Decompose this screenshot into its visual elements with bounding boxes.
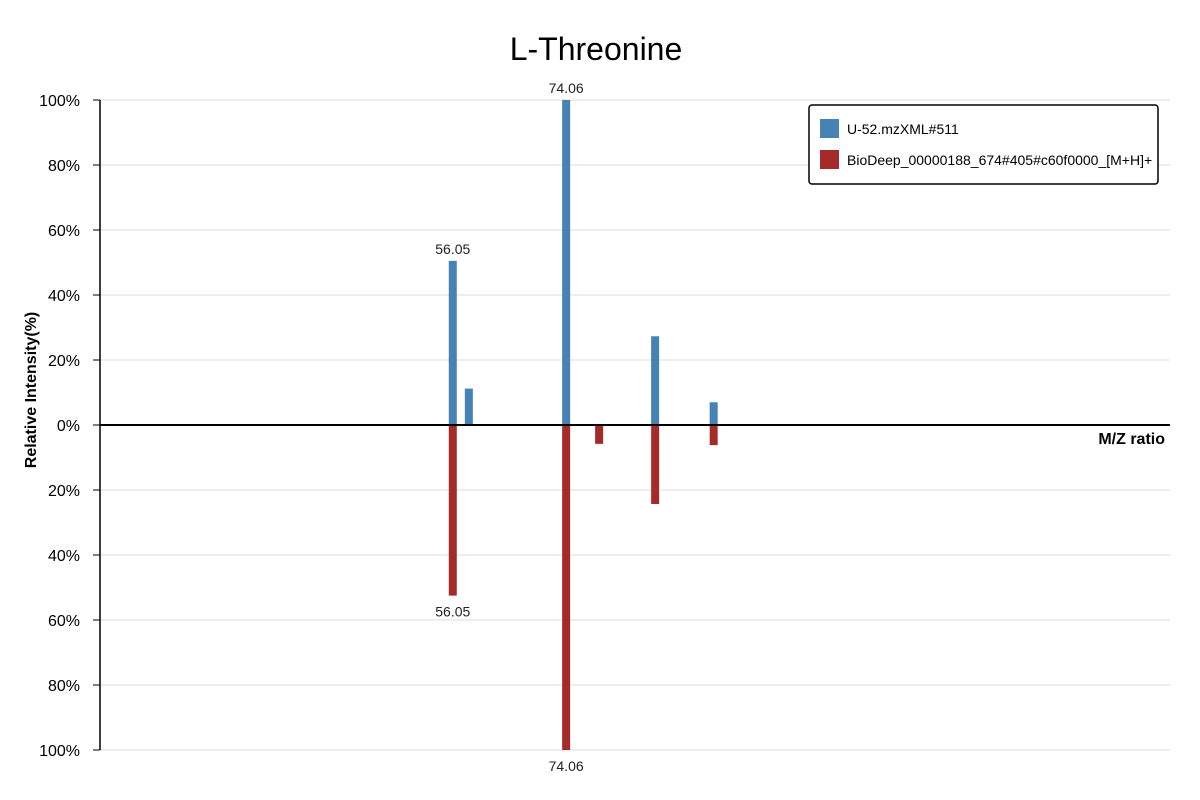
y-tick-label: 100%	[39, 743, 80, 760]
sample-peak-label: 74.06	[549, 80, 584, 96]
reference-peak-bar	[709, 425, 718, 446]
sample-peak-bar	[464, 388, 473, 425]
legend-swatch-reference	[820, 150, 839, 169]
bars	[448, 100, 718, 750]
y-tick-label: 80%	[48, 158, 80, 175]
legend-swatch-sample	[820, 119, 839, 138]
chart-title: L-Threonine	[510, 31, 683, 67]
sample-peak-bar	[651, 336, 660, 425]
y-tick-label: 80%	[48, 678, 80, 695]
reference-peak-bar	[651, 425, 660, 504]
legend-label-sample: U-52.mzXML#511	[847, 121, 959, 137]
grid-lines	[100, 99, 1170, 751]
legend-box	[808, 104, 1159, 185]
sample-peak-bar	[709, 402, 718, 425]
y-axis-ticks: 100% 80% 60% 40% 20% 0% 20% 40% 60% 80% 100%	[39, 93, 100, 760]
peak-labels: 56.05 74.06 56.05 74.06	[435, 80, 584, 774]
y-tick-label: 100%	[39, 93, 80, 110]
legend-label-reference: BioDeep_00000188_674#405#c60f0000_[M+H]+	[847, 152, 1152, 168]
y-tick-label: 40%	[48, 548, 80, 565]
reference-peak-bar	[562, 425, 571, 750]
sample-peak-label: 56.05	[435, 241, 470, 257]
y-tick-label: 0%	[57, 418, 80, 435]
x-axis-title: M/Z ratio	[1098, 431, 1165, 448]
y-tick-label: 20%	[48, 353, 80, 370]
y-tick-label: 40%	[48, 288, 80, 305]
legend: U-52.mzXML#511 BioDeep_00000188_674#405#…	[808, 104, 1159, 185]
sample-peak-bar	[448, 260, 457, 425]
y-axis-title: Relative Intensity(%)	[23, 312, 40, 468]
y-tick-label: 60%	[48, 223, 80, 240]
reference-peak-bar	[448, 425, 457, 596]
y-tick-label: 60%	[48, 613, 80, 630]
reference-peak-label: 56.05	[435, 604, 470, 620]
sample-peak-bar	[562, 100, 571, 425]
reference-peak-label: 74.06	[549, 758, 584, 774]
reference-peak-bar	[595, 425, 604, 444]
y-tick-label: 20%	[48, 483, 80, 500]
